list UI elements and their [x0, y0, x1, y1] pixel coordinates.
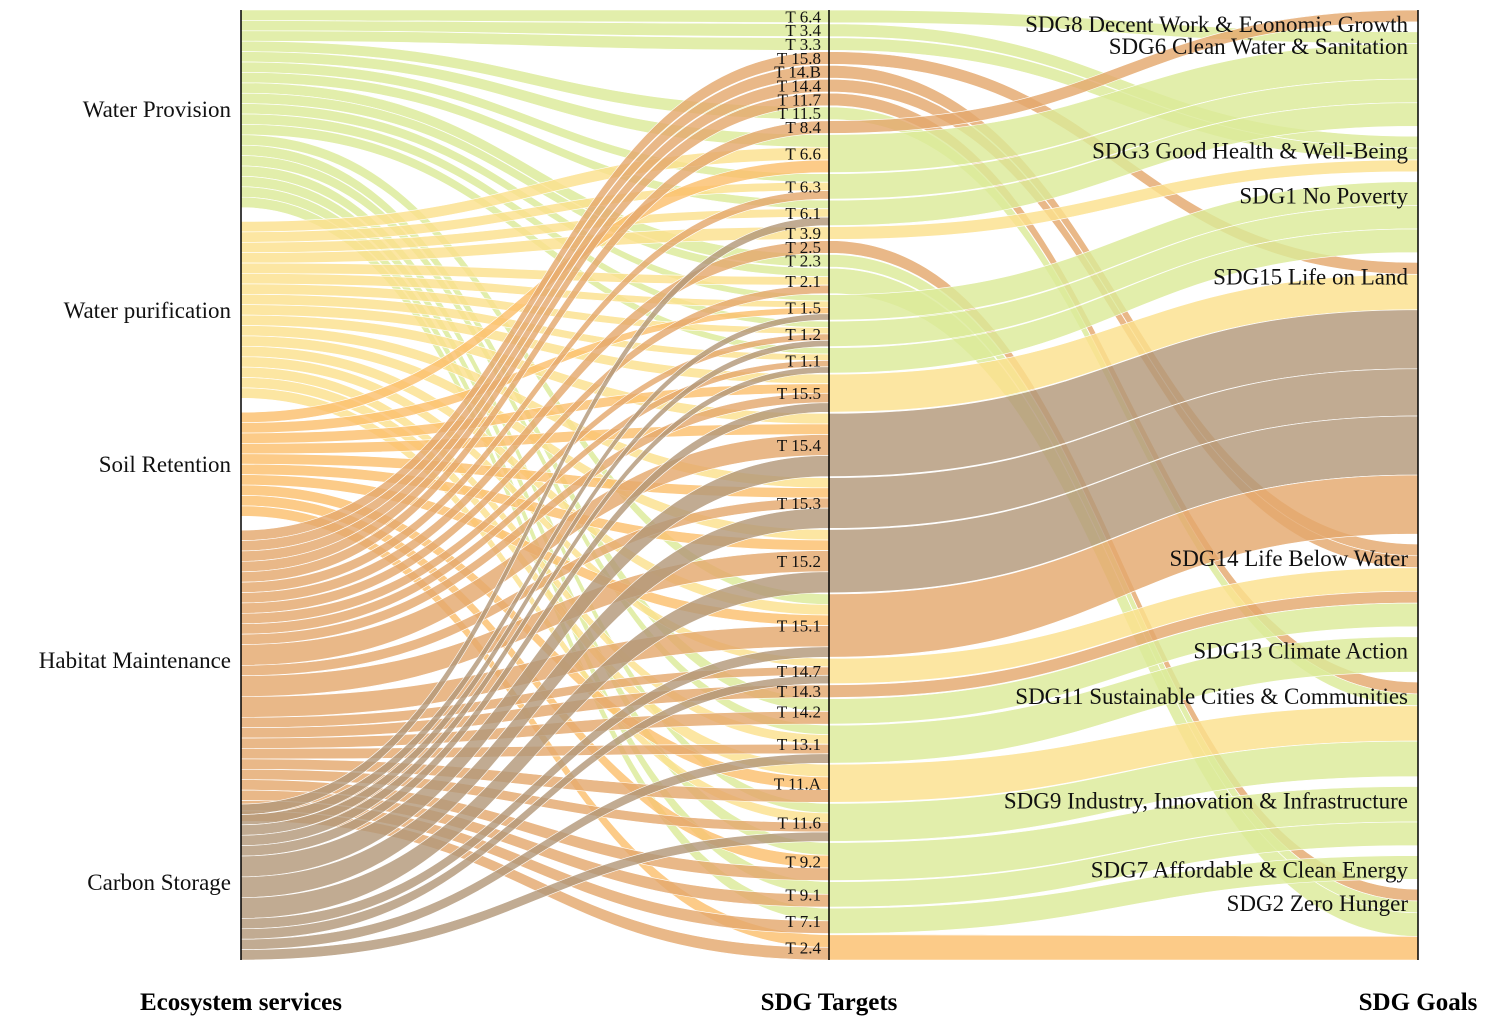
services-column-title: Ecosystem services: [140, 989, 342, 1016]
target-label-t-15-2: T 15.2: [777, 552, 821, 571]
target-label-t-14-7: T 14.7: [777, 662, 822, 681]
target-label-t-9-2: T 9.2: [785, 853, 821, 872]
target-label-t-3-9: T 3.9: [785, 224, 821, 243]
goal-label-sdg15-life-on-land: SDG15 Life on Land: [1213, 265, 1408, 290]
targets-column-title: SDG Targets: [761, 989, 898, 1016]
target-label-t-14-2: T 14.2: [777, 702, 821, 721]
service-label-water-provision: Water Provision: [83, 97, 232, 122]
target-label-t-6-4: T 6.4: [785, 7, 821, 26]
goal-label-sdg11-sustainable-cities-and-communities: SDG11 Sustainable Cities & Communities: [1015, 684, 1408, 709]
target-label-t-1-5: T 1.5: [785, 298, 821, 317]
target-label-t-2-5: T 2.5: [785, 238, 821, 257]
target-label-t-15-3: T 15.3: [777, 494, 821, 513]
column-titles: Ecosystem services SDG Targets SDG Goals: [140, 989, 1478, 1016]
target-label-t-15-4: T 15.4: [777, 436, 822, 455]
target-label-t-15-1: T 15.1: [777, 617, 821, 636]
flow-t-2-4-to-sdg2-zero-hunger: [828, 934, 1419, 961]
service-label-soil-retention: Soil Retention: [99, 452, 232, 477]
service-label-water-purification: Water purification: [64, 298, 232, 323]
target-label-t-6-1: T 6.1: [785, 204, 821, 223]
service-label-habitat-maintenance: Habitat Maintenance: [39, 648, 231, 673]
target-label-t-11-5: T 11.5: [778, 104, 821, 123]
target-label-t-15-8: T 15.8: [777, 49, 821, 68]
target-label-t-13-1: T 13.1: [777, 735, 821, 754]
target-label-t-3-4: T 3.4: [785, 21, 821, 40]
goals-column-title: SDG Goals: [1359, 989, 1478, 1016]
target-label-t-1-1: T 1.1: [785, 351, 821, 370]
node-labels: Water Provision Water purification Soil Re…: [39, 7, 1409, 957]
target-label-t-1-2: T 1.2: [785, 325, 821, 344]
goal-label-sdg8-decent-work-and-economic-growth: SDG8 Decent Work & Economic Growth: [1025, 12, 1408, 37]
target-label-t-6-6: T 6.6: [785, 145, 821, 164]
target-label-t-2-1: T 2.1: [785, 272, 821, 291]
target-label-t-15-5: T 15.5: [777, 384, 821, 403]
target-label-t-11-a: T 11.A: [774, 774, 822, 793]
target-label-t-14-b: T 14.B: [774, 63, 821, 82]
target-goal-flows: [828, 9, 1419, 961]
goal-label-sdg3-good-health-and-well-being: SDG3 Good Health & Well-Being: [1092, 138, 1408, 163]
goal-label-sdg14-life-below-water: SDG14 Life Below Water: [1169, 546, 1408, 571]
column-axes: [240, 10, 1419, 960]
target-label-t-2-3: T 2.3: [785, 252, 821, 271]
service-target-flows: [240, 9, 830, 961]
target-label-t-11-7: T 11.7: [778, 90, 822, 109]
target-label-t-3-3: T 3.3: [785, 35, 821, 54]
goal-label-sdg6-clean-water-and-sanitation: SDG6 Clean Water & Sanitation: [1109, 34, 1409, 59]
service-label-carbon-storage: Carbon Storage: [87, 870, 231, 895]
target-label-t-8-4: T 8.4: [785, 118, 821, 137]
target-label-t-11-6: T 11.6: [778, 813, 821, 832]
target-label-t-2-4: T 2.4: [785, 938, 821, 957]
target-label-t-6-3: T 6.3: [785, 177, 821, 196]
goal-label-sdg9-industry-innovation-and-infrastructure: SDG9 Industry, Innovation & Infrastructu…: [1004, 789, 1408, 814]
target-label-t-14-3: T 14.3: [777, 682, 821, 701]
goal-label-sdg1-no-poverty: SDG1 No Poverty: [1239, 184, 1408, 209]
target-label-t-7-1: T 7.1: [785, 912, 821, 931]
target-label-t-14-4: T 14.4: [777, 77, 822, 96]
goal-label-sdg13-climate-action: SDG13 Climate Action: [1193, 639, 1408, 664]
goal-label-sdg2-zero-hunger: SDG2 Zero Hunger: [1227, 891, 1409, 916]
target-label-t-9-1: T 9.1: [785, 885, 821, 904]
goal-label-sdg7-affordable-and-clean-energy: SDG7 Affordable & Clean Energy: [1091, 858, 1409, 883]
